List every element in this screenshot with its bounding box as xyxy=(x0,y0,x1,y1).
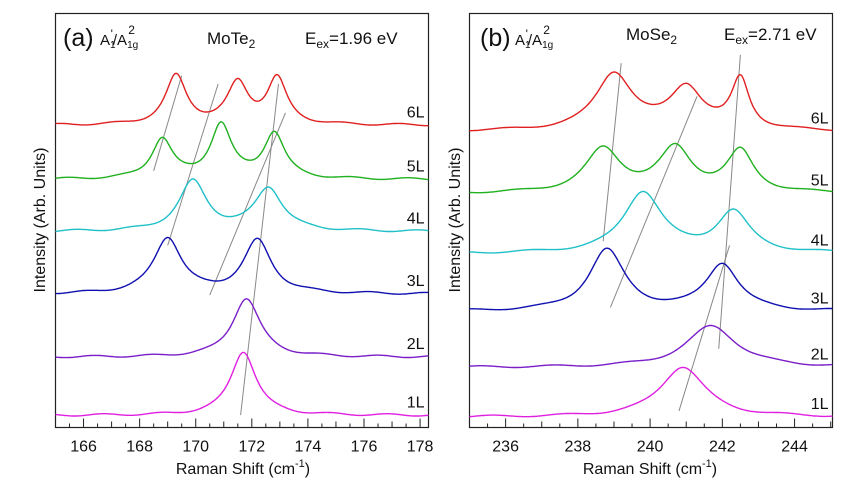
guide-line xyxy=(209,112,286,296)
series-1l-line xyxy=(469,366,833,418)
panel-a-guide-lines xyxy=(153,75,286,416)
panel-a-series-labels: 1L 2L 3L 4L 5L 6L xyxy=(407,104,425,411)
series-label-6l: 6L xyxy=(407,104,425,121)
panel-a-mode-label: A1'/A1g2 xyxy=(100,23,138,51)
x-tick-label: 244 xyxy=(781,439,808,456)
x-tick-label: 176 xyxy=(351,439,378,456)
series-label-6l: 6L xyxy=(811,110,829,127)
series-label-1l: 1L xyxy=(811,396,829,413)
series-2l-line xyxy=(55,298,429,359)
series-4l-line xyxy=(469,190,833,254)
panel-a-y-axis-label: Intensity (Arb. Units) xyxy=(32,148,49,293)
series-3l-line xyxy=(469,247,833,311)
x-tick-label: 178 xyxy=(407,439,434,456)
panel-b-excitation: Eex=2.71 eV xyxy=(724,25,817,47)
panel-a-x-ticks: 166 168 170 172 174 176 178 xyxy=(55,418,434,456)
panel-b-frame xyxy=(468,12,834,429)
panel-b-y-axis-label: Intensity (Arb. Units) xyxy=(447,148,464,293)
series-label-2l: 2L xyxy=(407,336,425,353)
guide-line xyxy=(718,54,741,349)
panel-a-x-axis-label: Raman Shift (cm-1) xyxy=(176,458,310,478)
x-tick-label: 172 xyxy=(238,439,265,456)
guide-line xyxy=(678,245,731,412)
panel-a: 1L 2L 3L 4L 5L 6L 166 168 170 172 174 176 178 (a) A… xyxy=(32,12,434,478)
panel-a-excitation: Eex=1.96 eV xyxy=(305,29,398,51)
series-2l-line xyxy=(469,324,833,369)
panel-b-label: (b) xyxy=(480,24,511,52)
series-4l-line xyxy=(55,178,429,233)
guide-line xyxy=(240,83,279,416)
panel-a-frame xyxy=(54,12,430,429)
panel-a-curves xyxy=(55,72,429,417)
panel-b-material: MoSe2 xyxy=(626,25,677,47)
x-tick-label: 168 xyxy=(126,439,153,456)
panel-a-label: (a) xyxy=(63,24,94,52)
panel-b-x-axis-label: Raman Shift (cm-1) xyxy=(583,458,717,478)
series-6l-line xyxy=(55,72,429,127)
panel-b-curves xyxy=(469,71,833,418)
panel-b-mode-label: A1'/A1g2 xyxy=(515,23,553,51)
series-label-5l: 5L xyxy=(407,159,425,176)
guide-line xyxy=(153,75,183,171)
panel-b-x-ticks: 236 238 240 242 244 xyxy=(469,418,832,456)
x-tick-label: 236 xyxy=(492,439,519,456)
series-label-4l: 4L xyxy=(811,233,829,250)
series-5l-line xyxy=(469,142,833,194)
series-5l-line xyxy=(55,121,429,181)
x-tick-label: 238 xyxy=(565,439,592,456)
panel-b-series-labels: 1L 2L 3L 4L 5L 6L xyxy=(811,110,829,413)
guide-line xyxy=(167,83,219,246)
x-tick-label: 170 xyxy=(182,439,209,456)
series-label-3l: 3L xyxy=(811,291,829,308)
series-1l-line xyxy=(55,351,429,417)
panel-a-material: MoTe2 xyxy=(207,29,256,51)
series-label-3l: 3L xyxy=(407,273,425,290)
x-tick-label: 240 xyxy=(637,439,664,456)
panel-b: 1L 2L 3L 4L 5L 6L 236 238 240 242 244 (b) A1'/A1g… xyxy=(447,12,834,478)
series-6l-line xyxy=(469,71,833,132)
x-tick-label: 242 xyxy=(709,439,736,456)
series-3l-line xyxy=(55,236,429,295)
series-label-4l: 4L xyxy=(407,211,425,228)
x-tick-label: 166 xyxy=(70,439,97,456)
series-label-2l: 2L xyxy=(811,346,829,363)
series-label-1l: 1L xyxy=(407,394,425,411)
x-tick-label: 174 xyxy=(295,439,322,456)
series-label-5l: 5L xyxy=(811,173,829,190)
panel-b-guide-lines xyxy=(602,54,741,412)
